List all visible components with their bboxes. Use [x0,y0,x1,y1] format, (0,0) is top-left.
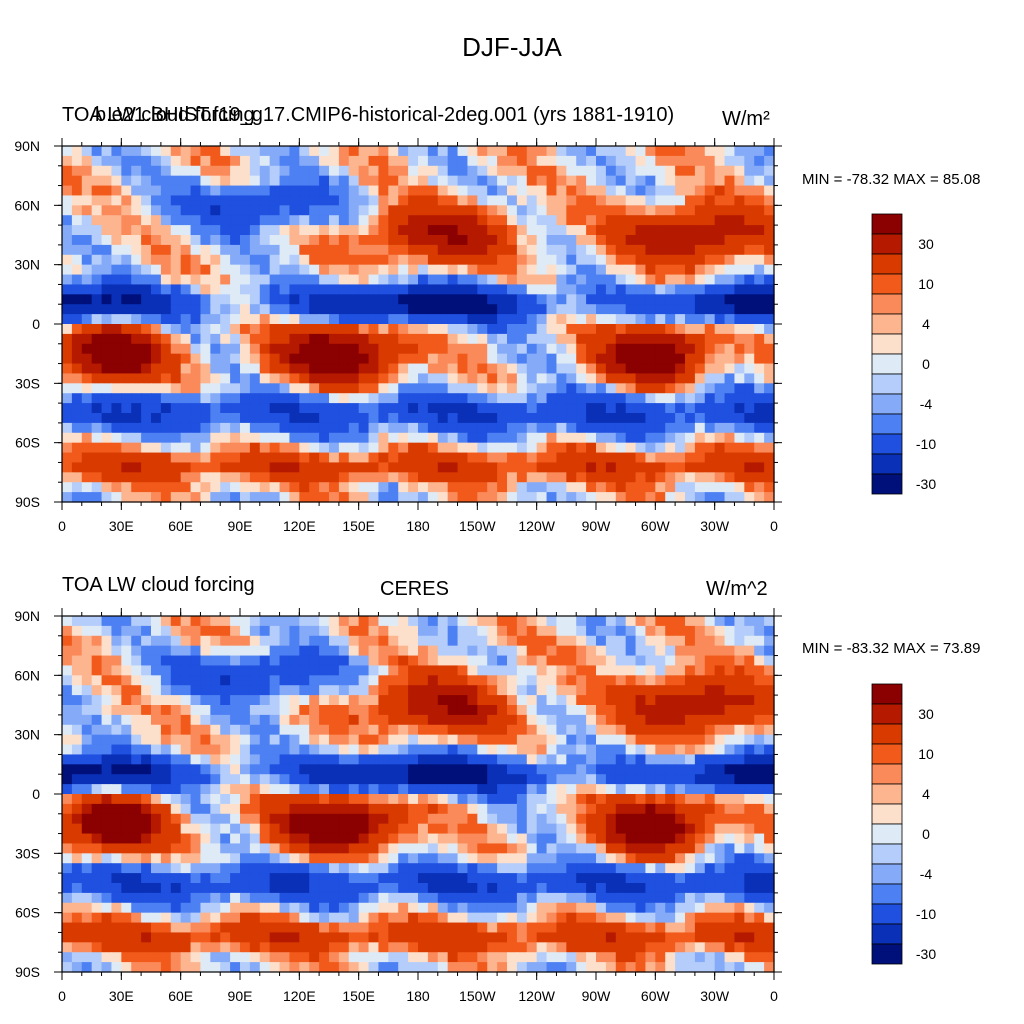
colorbar-label: 4 [922,786,930,802]
x-tick-label: 90E [228,518,253,534]
colorbar-label: 30 [918,706,934,722]
x-tick-label: 0 [58,988,66,1004]
colorbar-segment [871,453,903,475]
y-tick-label: 60S [15,435,40,451]
x-tick-label: 60W [641,518,671,534]
x-tick-label: 120W [518,518,555,534]
x-tick-label: 90W [582,518,612,534]
colorbar-label: -30 [916,476,936,492]
y-tick-label: 0 [32,786,40,802]
colorbar-segment [871,763,903,785]
x-tick-label: 60W [641,988,671,1004]
colorbar-segment [871,413,903,435]
colorbar-label: -30 [916,946,936,962]
colorbar-segment [871,333,903,355]
colorbar-label: 0 [922,826,930,842]
y-tick-label: 90S [15,494,40,510]
x-tick-label: 150W [459,518,496,534]
colorbar-segment [871,683,903,705]
y-tick-label: 30N [14,257,40,273]
x-tick-label: 30W [700,988,730,1004]
colorbar-segment [871,923,903,945]
x-tick-label: 120E [283,988,316,1004]
colorbar-segment [871,703,903,725]
x-tick-label: 30E [109,518,134,534]
panel2-units: W/m^2 [706,578,768,600]
colorbar-segment [871,293,903,315]
colorbar-label: 30 [918,236,934,252]
colorbar-label: 10 [918,746,934,762]
colorbar-segment [871,943,903,965]
panel2-center-title: CERES [380,578,449,600]
colorbar-segment [871,843,903,865]
colorbar-label: 4 [922,316,930,332]
colorbar-segment [871,473,903,495]
panel1-center-title: b.e21.BHIST.f19_g17.CMIP6-historical-2de… [95,104,675,126]
y-tick-label: 30S [15,845,40,861]
y-tick-label: 60S [15,905,40,921]
colorbar-segment [871,783,903,805]
y-tick-label: 60N [14,667,40,683]
map-field-panel1 [62,146,775,503]
x-tick-label: 120E [283,518,316,534]
x-tick-label: 120W [518,988,555,1004]
x-tick-label: 90E [228,988,253,1004]
panel1-units: W/m² [722,108,770,130]
x-tick-label: 0 [58,518,66,534]
x-tick-label: 150E [342,988,375,1004]
colorbar-segment [871,233,903,255]
colorbar-segment [871,883,903,905]
colorbar-segment [871,803,903,825]
y-tick-label: 30S [15,375,40,391]
colorbar-label: -10 [916,436,936,452]
x-tick-label: 60E [168,988,193,1004]
panel2-minmax: MIN = -83.32 MAX = 73.89 [802,640,981,657]
colorbar-label: -4 [920,866,933,882]
y-tick-label: 30N [14,727,40,743]
colorbar-segment [871,353,903,375]
colorbar-segment [871,743,903,765]
y-tick-label: 0 [32,316,40,332]
x-tick-label: 30E [109,988,134,1004]
y-tick-label: 60N [14,197,40,213]
colorbar-segment [871,863,903,885]
x-tick-label: 0 [770,988,778,1004]
colorbar-segment [871,393,903,415]
colorbar-segment [871,313,903,335]
colorbar-segment [871,903,903,925]
colorbar-segment [871,723,903,745]
colorbar-segment [871,823,903,845]
x-tick-label: 150E [342,518,375,534]
colorbar-segment [871,213,903,235]
colorbar-label: 0 [922,356,930,372]
figure-title: DJF-JJA [462,32,562,62]
colorbar-label: 10 [918,276,934,292]
colorbar-segment [871,273,903,295]
x-tick-label: 30W [700,518,730,534]
panel1-minmax: MIN = -78.32 MAX = 85.08 [802,171,981,188]
y-tick-label: 90S [15,964,40,980]
map-field-panel2 [62,616,775,973]
panel1-left-title: TOA LW cloud forcing [62,104,255,126]
colorbar-segment [871,253,903,275]
x-tick-label: 0 [770,518,778,534]
x-tick-label: 150W [459,988,496,1004]
x-tick-label: 60E [168,518,193,534]
colorbar-segment [871,373,903,395]
panel2-left-title: TOA LW cloud forcing [62,574,255,596]
colorbar-label: -4 [920,396,933,412]
x-tick-label: 180 [406,518,430,534]
y-tick-label: 90N [14,608,40,624]
y-tick-label: 90N [14,138,40,154]
x-tick-label: 180 [406,988,430,1004]
colorbar-segment [871,433,903,455]
colorbar-label: -10 [916,906,936,922]
x-tick-label: 90W [582,988,612,1004]
